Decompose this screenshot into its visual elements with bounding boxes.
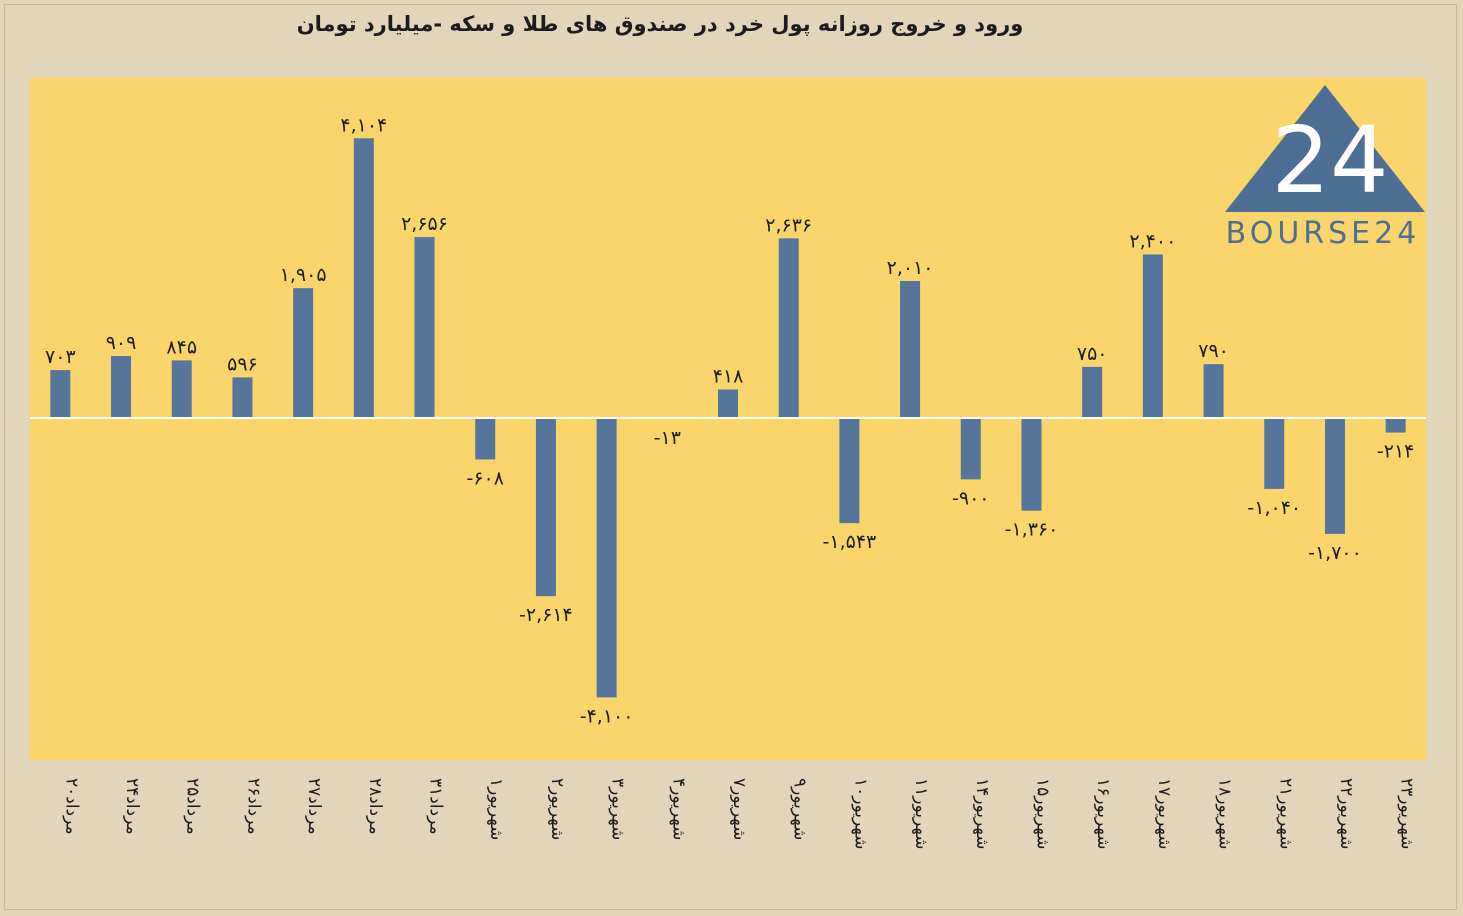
bar: [1082, 366, 1103, 418]
x-tick-label: ۱۴شهریور: [972, 778, 992, 849]
data-label: -۲,۶۱۴: [519, 604, 573, 626]
x-tick-label: ۴شهریور: [668, 778, 688, 840]
x-tick-label: ۱۰شهریور: [850, 778, 870, 849]
data-label: -۱,۵۴۳: [823, 531, 877, 553]
bar: [50, 370, 71, 418]
data-label: ۲,۶۳۶: [765, 214, 812, 236]
data-label: -۴,۱۰۰: [580, 705, 634, 727]
bar: [718, 389, 738, 418]
data-label: ۱,۹۰۵: [280, 264, 327, 286]
x-tick-label: ۱۵شهریور: [1032, 778, 1052, 849]
x-tick-label: ۱۸شهریور: [1215, 778, 1235, 849]
logo-number: 24: [1271, 107, 1388, 214]
bar: [1203, 364, 1224, 418]
x-tick-label: ۲۴مرداد: [122, 778, 142, 835]
data-label: -۹۰۰: [952, 487, 989, 509]
bar: [960, 418, 981, 480]
data-label: ۹۰۹: [106, 332, 137, 354]
bourse24-logo: 24 BOURSE24: [1225, 85, 1425, 251]
data-label: ۷۵۰: [1077, 343, 1108, 365]
bar: [1264, 418, 1285, 489]
x-tick-label: ۲۳شهریور: [1397, 778, 1417, 849]
data-label: -۱,۰۴۰: [1247, 497, 1301, 519]
data-label: -۱۳: [654, 427, 681, 449]
x-tick-label: ۷شهریور: [729, 778, 749, 840]
x-tick-label: ۱شهریور: [486, 778, 506, 840]
bar: [475, 418, 496, 460]
x-tick-label: ۲۲شهریور: [1336, 778, 1356, 849]
chart-title: ورود و خروج روزانه پول خرد در صندوق های …: [296, 12, 1024, 36]
bar: [778, 238, 799, 418]
x-tick-label: ۹شهریور: [790, 778, 810, 840]
x-tick-label: ۲۷مرداد: [304, 778, 324, 835]
chart-frame: [4, 4, 1457, 910]
x-tick-label: ۱۶شهریور: [1093, 778, 1113, 849]
bar: [535, 418, 556, 597]
data-label: ۲,۰۱۰: [887, 257, 934, 279]
x-tick-label: ۲شهریور: [547, 778, 567, 840]
x-tick-label: ۲۶مرداد: [243, 778, 263, 835]
data-label: ۲,۶۵۶: [401, 213, 448, 235]
data-label: -۱,۷۰۰: [1308, 542, 1362, 564]
bar: [353, 138, 374, 419]
x-tick-label: ۲۵مرداد: [183, 778, 203, 835]
data-label: ۴,۱۰۴: [340, 114, 387, 136]
x-tick-label: ۳۱مرداد: [426, 778, 446, 835]
data-label: ۵۹۶: [227, 353, 258, 375]
bar: [111, 356, 132, 418]
data-label: -۲۱۴: [1377, 441, 1414, 463]
bar: [900, 281, 921, 418]
data-label: ۷۹۰: [1198, 340, 1229, 362]
data-label: ۷۰۳: [45, 346, 76, 368]
bar: [293, 288, 314, 418]
x-tick-label: ۲۰مرداد: [61, 778, 81, 835]
data-label: ۲,۴۰۰: [1129, 230, 1176, 252]
data-label: ۸۴۵: [166, 336, 197, 358]
bar: [1142, 254, 1163, 418]
data-label: -۶۰۸: [466, 467, 503, 489]
bar: [1021, 418, 1042, 511]
x-tick-label: ۲۸مرداد: [365, 778, 385, 835]
data-label: -۱,۳۶۰: [1005, 519, 1059, 541]
x-tick-label: ۱۷شهریور: [1154, 778, 1174, 849]
logo-text: BOURSE24: [1226, 216, 1421, 251]
bar: [596, 418, 617, 698]
logo-triangle-icon: [1225, 85, 1425, 212]
data-label: ۴۱۸: [713, 366, 744, 388]
bar: [1385, 418, 1406, 433]
bar: [839, 418, 860, 524]
bar: [171, 360, 192, 418]
x-tick-label: ۲۱شهریور: [1275, 778, 1295, 849]
x-tick-label: ۱۱شهریور: [911, 778, 931, 849]
bar: [1324, 418, 1345, 534]
x-tick-label: ۳شهریور: [608, 778, 628, 840]
bar: [414, 236, 435, 418]
bar: [232, 377, 253, 418]
